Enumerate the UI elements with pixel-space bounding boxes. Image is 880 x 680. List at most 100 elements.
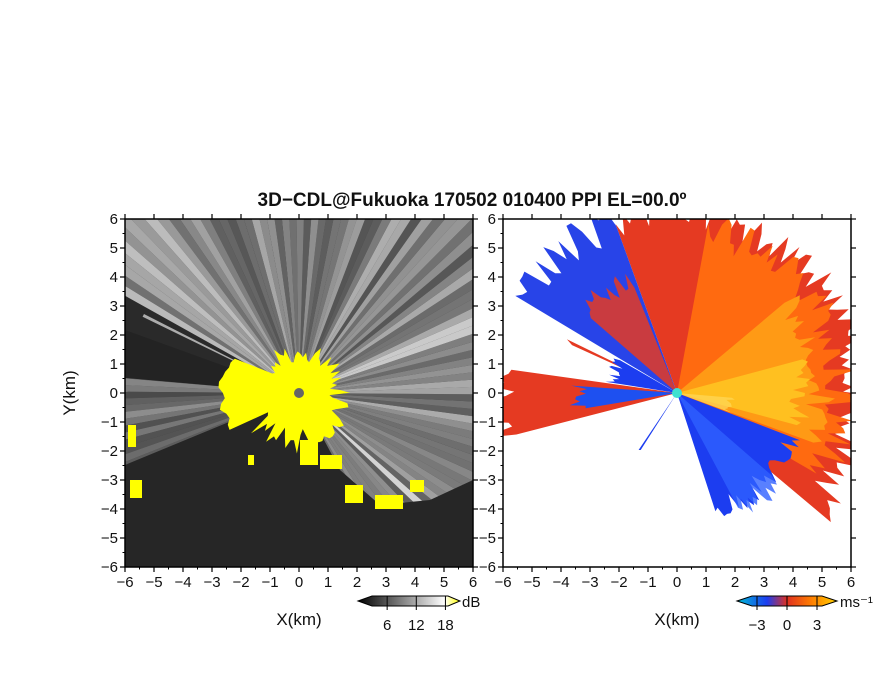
x-tick-label: 0: [673, 574, 681, 591]
intensity-colorbar-ticks: 6 12 18: [383, 596, 454, 634]
x-tick-label: 6: [847, 574, 855, 591]
intensity-ray: [299, 219, 326, 393]
y-tick-label: 4: [110, 269, 118, 286]
x-tick-label: 4: [789, 574, 797, 591]
y-tick-label: 3: [488, 298, 496, 315]
saturated-patch: [320, 455, 342, 469]
saturated-edges: [128, 425, 424, 509]
intensity-ray: [144, 219, 299, 393]
velocity-colorbar-ticks: −3 0 3: [748, 596, 821, 634]
y-tick-label: −5: [479, 530, 496, 547]
x-axis-label-right: X(km): [654, 610, 699, 629]
y-tick-label: 2: [488, 327, 496, 344]
y-axis-label: Y(km): [60, 370, 79, 415]
velocity-sector: [569, 385, 677, 409]
saturated-patch: [128, 425, 136, 447]
intensity-ray: [125, 378, 299, 393]
x-tick-label: −2: [232, 574, 249, 591]
x-tick-label: 3: [382, 574, 390, 591]
x-tick-label: −6: [494, 574, 511, 591]
intensity-ray: [299, 308, 473, 393]
intensity-ray: [299, 219, 458, 393]
intensity-ray: [299, 393, 473, 491]
x-tick-label: 4: [411, 574, 419, 591]
intensity-ticks: −6 −5 −4 −3 −2 −1 0 1 2 3 4 5 6 6 5 4 3 2 1 0 −1 −2 −3 −4 −5 −6: [101, 211, 478, 591]
colorbar-tick-label: −3: [748, 617, 765, 634]
saturated-patch: [248, 455, 254, 465]
velocity-sectors: [503, 219, 851, 523]
intensity-ray: [299, 219, 472, 393]
velocity-panel: −6 −5 −4 −3 −2 −1 0 1 2 3 4 5 6 6 5 4 3 2 1 0 −1 −2 −3 −4 −5 −6 X…: [479, 211, 856, 629]
intensity-ray: [299, 219, 319, 393]
velocity-sector: [585, 273, 677, 393]
intensity-ray: [299, 219, 357, 393]
intensity-ray: [299, 219, 312, 393]
intensity-unit: dB: [462, 594, 480, 611]
intensity-blank-region: [125, 393, 473, 567]
intensity-ray: [125, 253, 299, 393]
y-tick-label: 3: [110, 298, 118, 315]
intensity-ray: [125, 227, 299, 393]
intensity-ray: [125, 264, 299, 393]
y-tick-label: −2: [101, 443, 118, 460]
y-tick-label: −3: [479, 472, 496, 489]
x-tick-label: −2: [610, 574, 627, 591]
x-tick-label: 1: [702, 574, 710, 591]
intensity-ray: [125, 285, 299, 393]
velocity-sector: [605, 358, 677, 393]
x-tick-label: −5: [523, 574, 540, 591]
x-tick-label: −1: [639, 574, 656, 591]
x-tick-label: 6: [469, 574, 477, 591]
intensity-ray: [251, 219, 299, 393]
intensity-ray: [299, 393, 473, 546]
y-tick-label: 4: [488, 269, 496, 286]
x-tick-label: −4: [552, 574, 569, 591]
saturated-patch: [300, 440, 318, 465]
x-tick-label: 3: [760, 574, 768, 591]
intensity-ray: [299, 316, 473, 393]
y-tick-label: 0: [488, 385, 496, 402]
intensity-ray: [243, 219, 299, 393]
colorbar-tick-label: 3: [813, 617, 821, 634]
intensity-ray: [168, 219, 299, 393]
intensity-ray: [299, 219, 433, 393]
intensity-ray: [259, 219, 299, 393]
intensity-ray: [299, 349, 473, 393]
x-tick-label: 1: [324, 574, 332, 591]
velocity-sector: [638, 393, 677, 450]
radar-site-marker-velocity: [672, 388, 682, 398]
intensity-ray: [235, 219, 299, 393]
intensity-ray: [299, 219, 374, 393]
y-tick-label: 6: [110, 211, 118, 228]
intensity-ray: [289, 219, 299, 393]
y-tick-label: 0: [110, 385, 118, 402]
x-tick-label: 5: [818, 574, 826, 591]
colorbar-tick-label: 12: [408, 617, 425, 634]
velocity-unit: ms⁻¹: [840, 594, 873, 611]
x-tick-label: −3: [581, 574, 598, 591]
intensity-ray: [299, 219, 349, 393]
y-tick-label: 5: [488, 240, 496, 257]
intensity-ray: [299, 393, 473, 409]
colorbar-tick-label: 6: [383, 617, 391, 634]
y-tick-label: 6: [488, 211, 496, 228]
intensity-ray: [125, 275, 299, 393]
radar-site-marker: [294, 388, 304, 398]
velocity-ticks: −6 −5 −4 −3 −2 −1 0 1 2 3 4 5 6 6 5 4 3 2 1 0 −1 −2 −3 −4 −5 −6: [479, 211, 856, 591]
intensity-ray: [299, 219, 402, 393]
intensity-ray: [299, 333, 473, 393]
y-tick-label: −1: [101, 414, 118, 431]
x-tick-label: −3: [203, 574, 220, 591]
saturated-patch: [130, 480, 142, 498]
saturated-patch: [375, 495, 403, 509]
intensity-ray: [299, 393, 473, 533]
velocity-sector: [677, 393, 735, 413]
intensity-panel: −6 −5 −4 −3 −2 −1 0 1 2 3 4 5 6 6 5 4 3 2 1 0 −1 −2 −3 −4 −5 −6 X…: [60, 211, 478, 629]
y-tick-label: −5: [101, 530, 118, 547]
y-tick-label: −4: [101, 501, 118, 518]
intensity-ray: [299, 219, 446, 393]
intensity-ray: [125, 393, 299, 433]
intensity-ray: [299, 393, 473, 472]
velocity-colorbar: −3 0 3 ms⁻¹: [735, 594, 873, 634]
